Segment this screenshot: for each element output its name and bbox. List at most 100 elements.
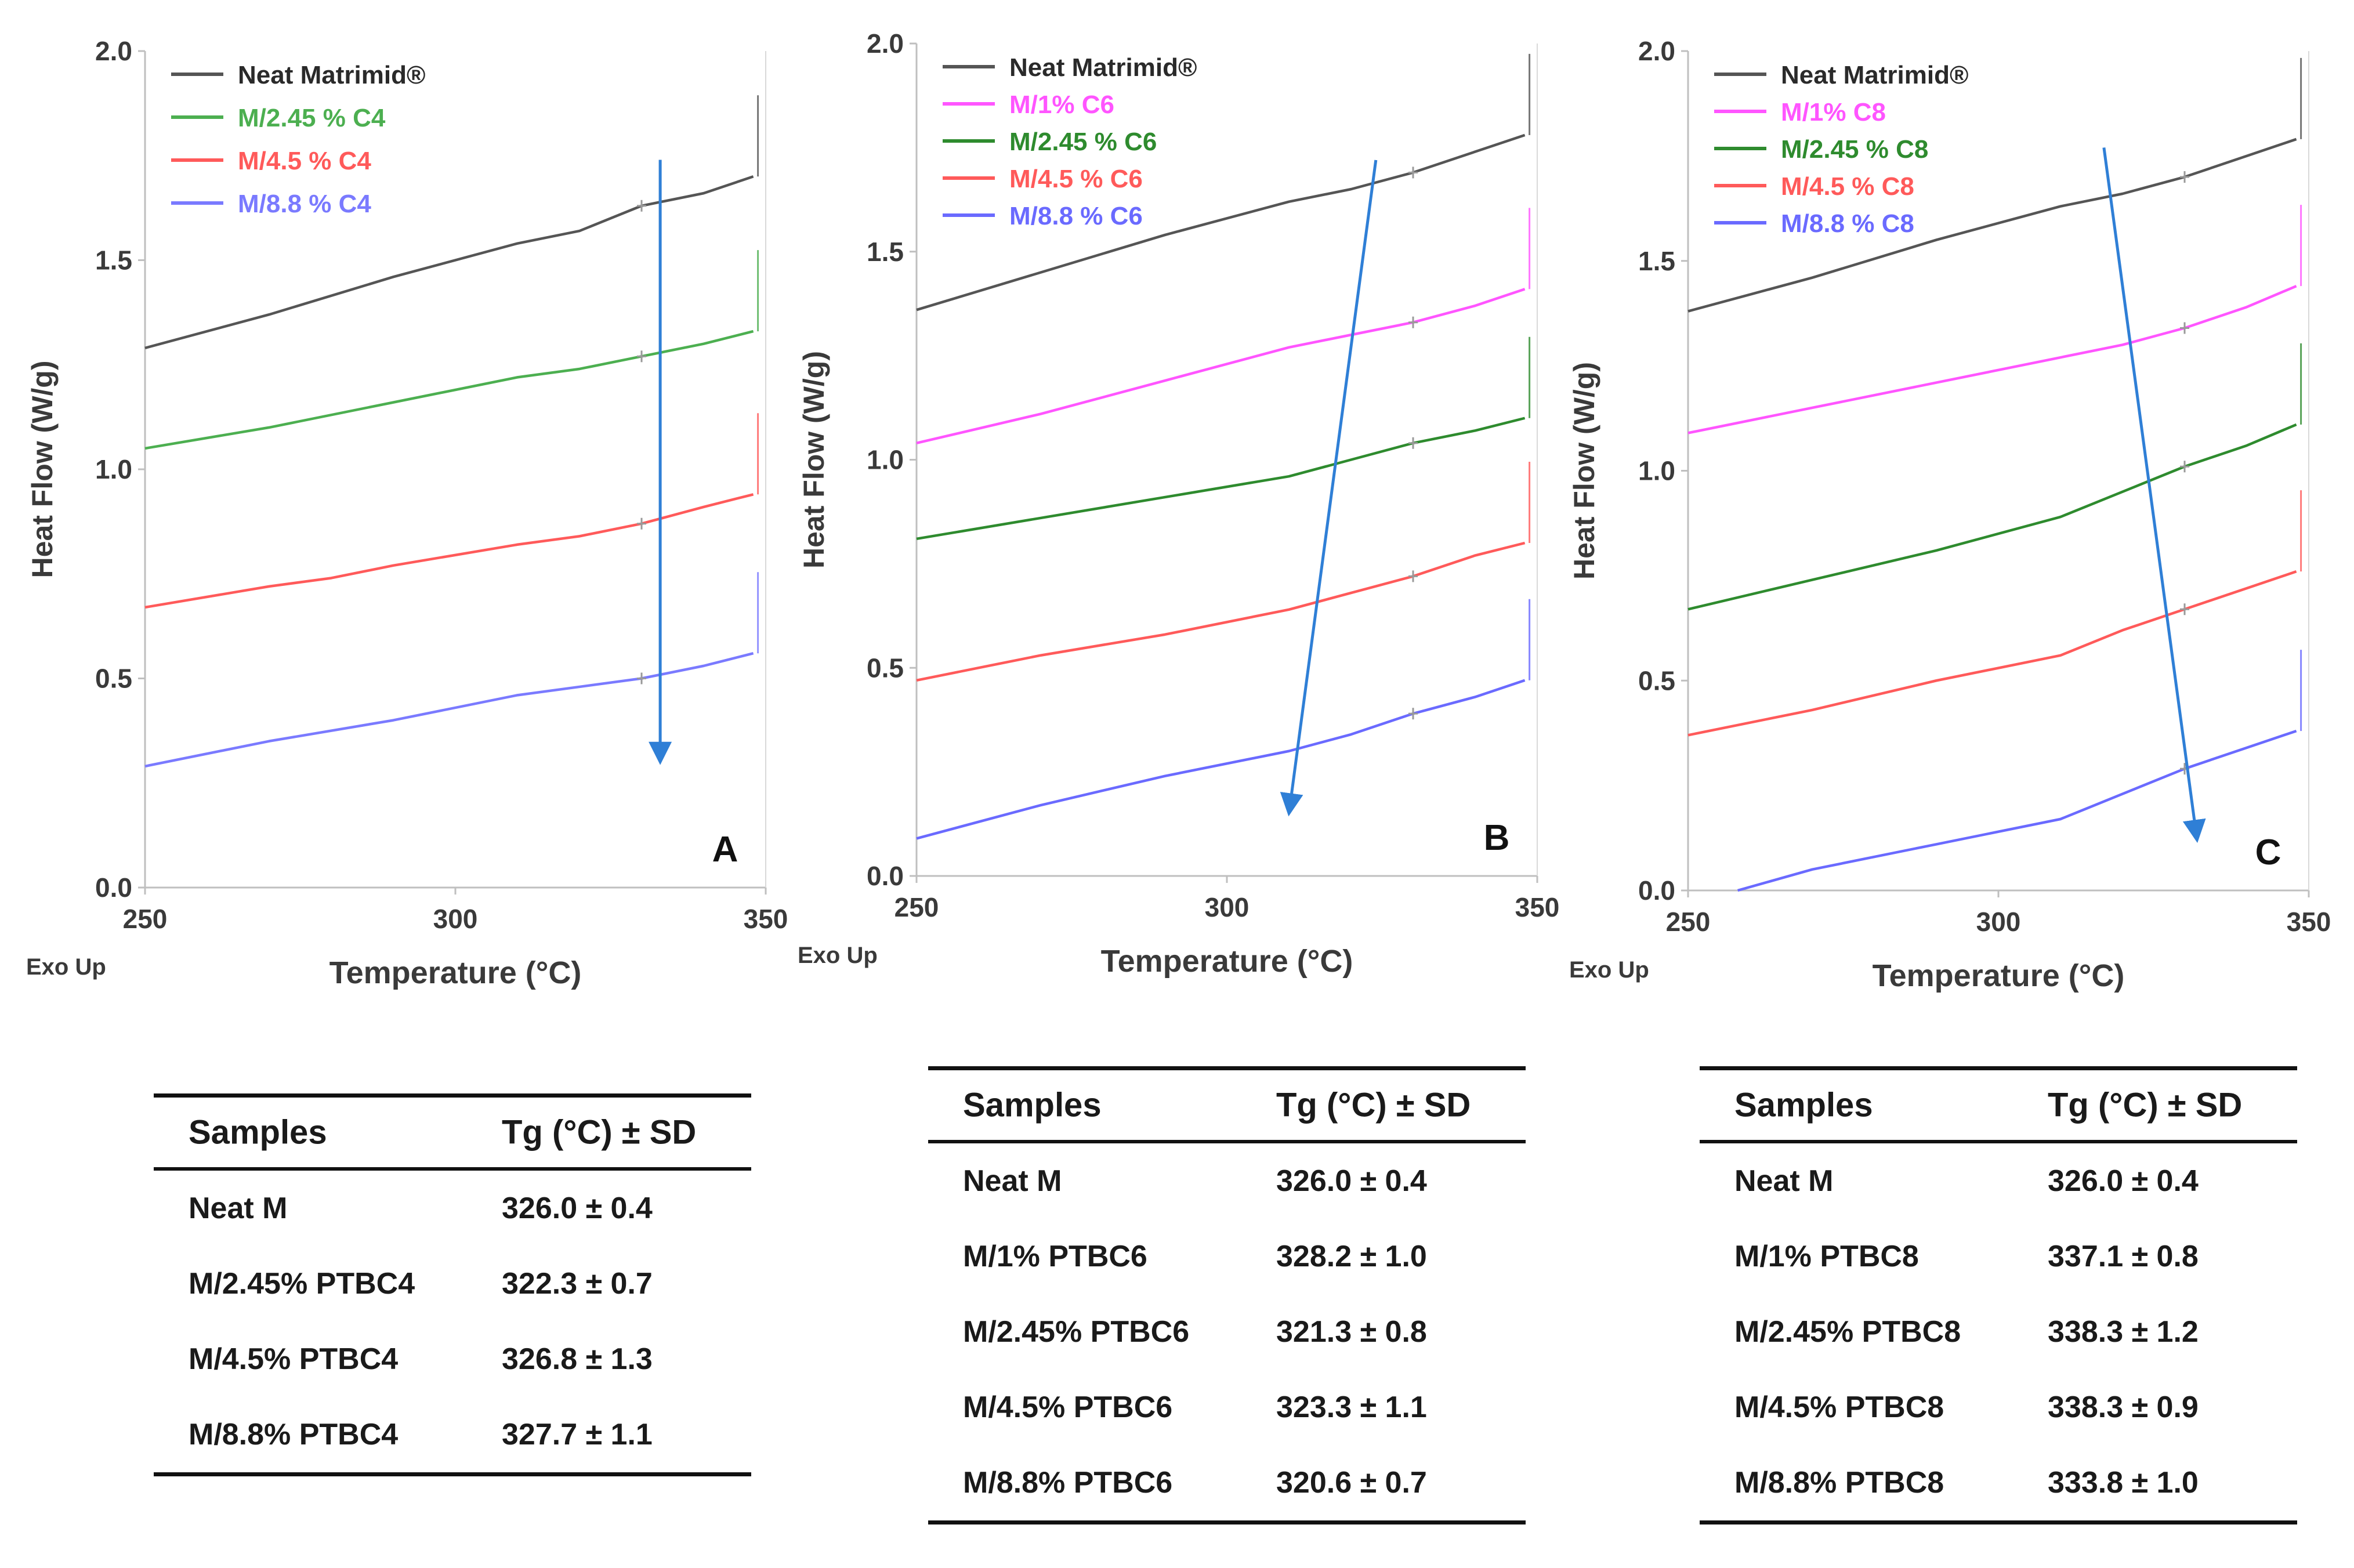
cell-sample: M/4.5% PTBC4: [189, 1342, 399, 1376]
table-top-rule: [154, 1093, 751, 1098]
cell-sample: M/2.45% PTBC4: [189, 1267, 415, 1301]
x-tick-label: 350: [1515, 892, 1560, 922]
table-body: Neat M 326.0 ± 0.4 M/1% PTBC8 337.1 ± 0.8 M/…: [1700, 1143, 2297, 1520]
cell-tg: 338.3 ± 0.9: [2048, 1390, 2199, 1424]
x-tick-label: 350: [744, 904, 788, 934]
y-tick-label: 0.5: [1638, 665, 1675, 696]
table-body: Neat M 326.0 ± 0.4 M/1% PTBC6 328.2 ± 1.0 M/…: [928, 1143, 1526, 1520]
table-mid-rule: [154, 1167, 751, 1171]
cell-tg: 327.7 ± 1.1: [502, 1418, 653, 1451]
tg-table-c6: Samples Tg (°C) ± SD Neat M 326.0 ± 0.4 M/1%…: [928, 1066, 1526, 1524]
y-tick-label: 0.0: [1638, 875, 1675, 906]
table-row: Neat M 326.0 ± 0.4: [1700, 1143, 2297, 1219]
cell-sample: M/8.8% PTBC4: [189, 1418, 399, 1451]
cell-tg: 322.3 ± 0.7: [502, 1267, 653, 1301]
series-line-0: [916, 133, 1526, 312]
y-tick-label: 1.5: [867, 237, 904, 267]
table-header-row: Samples Tg (°C) ± SD: [1700, 1070, 2297, 1140]
panel-letter: C: [2255, 832, 2281, 872]
series-line-0: [144, 175, 754, 350]
cell-sample: M/2.45% PTBC8: [1734, 1315, 1961, 1349]
y-tick-label: 2.0: [95, 36, 132, 66]
header-samples: Samples: [1734, 1086, 1873, 1124]
legend-label-3: M/4.5 % C8: [1781, 172, 1914, 201]
table-row: M/4.5% PTBC4 326.8 ± 1.3: [154, 1321, 751, 1397]
table-body: Neat M 326.0 ± 0.4 M/2.45% PTBC4 322.3 ± 0.…: [154, 1171, 751, 1472]
series-line-4: [916, 679, 1526, 840]
cell-tg: 320.6 ± 0.7: [1276, 1466, 1427, 1500]
y-tick-label: 0.0: [867, 861, 904, 891]
trend-arrow: [1280, 160, 1378, 817]
legend-label-1: M/2.45 % C4: [238, 104, 386, 132]
x-tick-label: 350: [2287, 907, 2331, 937]
trend-arrow: [2102, 147, 2206, 843]
table-row: Neat M 326.0 ± 0.4: [928, 1143, 1526, 1219]
table-top-rule: [1700, 1066, 2297, 1070]
series-line-1: [1687, 285, 2297, 434]
cell-tg: 337.1 ± 0.8: [2048, 1240, 2199, 1273]
legend-label-4: M/8.8 % C6: [1009, 202, 1143, 230]
x-tick-label: 300: [433, 904, 478, 934]
series-line-0: [1687, 137, 2297, 313]
y-tick-label: 0.5: [95, 664, 132, 694]
cell-tg: 323.3 ± 1.1: [1276, 1390, 1427, 1424]
series-line-3: [1687, 570, 2297, 737]
series-line-2: [1687, 423, 2297, 611]
cell-tg: 328.2 ± 1.0: [1276, 1240, 1427, 1273]
cell-sample: M/1% PTBC8: [1734, 1240, 1919, 1273]
cell-tg: 326.0 ± 0.4: [502, 1192, 653, 1225]
legend-label-3: M/4.5 % C6: [1009, 165, 1143, 193]
cell-tg: 326.8 ± 1.3: [502, 1342, 653, 1376]
table-row: M/4.5% PTBC8 338.3 ± 0.9: [1700, 1370, 2297, 1445]
table-bottom-rule: [928, 1520, 1526, 1524]
panel-A: 0.0 0.5 1.0 1.5 2.0 250 300 350 Temperature (°C)…: [26, 36, 788, 990]
cell-tg: 326.0 ± 0.4: [2048, 1164, 2199, 1198]
table-row: M/1% PTBC6 328.2 ± 1.0: [928, 1219, 1526, 1294]
legend-label-2: M/2.45 % C6: [1009, 128, 1157, 156]
table-row: M/2.45% PTBC4 322.3 ± 0.7: [154, 1246, 751, 1321]
exo-up-note: Exo Up: [26, 954, 106, 980]
x-axis-label: Temperature (°C): [329, 955, 582, 990]
table-row: Neat M 326.0 ± 0.4: [154, 1171, 751, 1246]
x-axis-label: Temperature (°C): [1101, 944, 1353, 979]
table-top-rule: [928, 1066, 1526, 1070]
series-line-3: [144, 652, 754, 768]
table-row: M/4.5% PTBC6 323.3 ± 1.1: [928, 1370, 1526, 1445]
y-tick-label: 1.5: [1638, 246, 1675, 276]
table-row: M/2.45% PTBC8 338.3 ± 1.2: [1700, 1294, 2297, 1370]
y-tick-label: 0.5: [867, 653, 904, 683]
exo-up-note: Exo Up: [798, 943, 878, 968]
x-axis-label: Temperature (°C): [1873, 958, 2125, 993]
table-row: M/1% PTBC8 337.1 ± 0.8: [1700, 1219, 2297, 1294]
table-bottom-rule: [154, 1472, 751, 1476]
panel-C: 0.0 0.5 1.0 1.5 2.0 250 300 350 Temperature (°C)…: [1568, 36, 2331, 993]
table-bottom-rule: [1700, 1520, 2297, 1524]
cell-sample: Neat M: [189, 1192, 288, 1225]
table-mid-rule: [928, 1140, 1526, 1143]
y-tick-label: 2.0: [1638, 36, 1675, 66]
header-tg: Tg (°C) ± SD: [1276, 1086, 1471, 1124]
table-header-row: Samples Tg (°C) ± SD: [154, 1098, 751, 1167]
legend-label-0: Neat Matrimid®: [238, 61, 425, 89]
table-row: M/8.8% PTBC4 327.7 ± 1.1: [154, 1397, 751, 1472]
legend-label-1: M/1% C8: [1781, 98, 1886, 126]
legend-label-1: M/1% C6: [1009, 90, 1114, 119]
y-axis-label: Heat Flow (W/g): [1568, 362, 1600, 580]
panel-letter: A: [712, 830, 738, 870]
tg-table-c4: Samples Tg (°C) ± SD Neat M 326.0 ± 0.4 M/2.…: [154, 1093, 751, 1476]
legend-label-4: M/8.8 % C8: [1781, 209, 1914, 238]
cell-sample: Neat M: [1734, 1164, 1834, 1198]
series-line-1: [144, 329, 754, 450]
y-tick-label: 1.5: [95, 245, 132, 276]
cell-sample: M/4.5% PTBC8: [1734, 1390, 1944, 1424]
legend-label-0: Neat Matrimid®: [1781, 61, 1968, 89]
exo-up-note: Exo Up: [1569, 957, 1649, 983]
cell-sample: M/1% PTBC6: [963, 1240, 1147, 1273]
x-tick-label: 300: [1976, 907, 2021, 937]
y-axis-label: Heat Flow (W/g): [26, 361, 59, 578]
cell-tg: 321.3 ± 0.8: [1276, 1315, 1427, 1349]
legend-label-2: M/2.45 % C8: [1781, 135, 1928, 164]
cell-sample: M/8.8% PTBC6: [963, 1466, 1173, 1500]
header-tg: Tg (°C) ± SD: [502, 1113, 697, 1151]
header-samples: Samples: [189, 1113, 327, 1151]
